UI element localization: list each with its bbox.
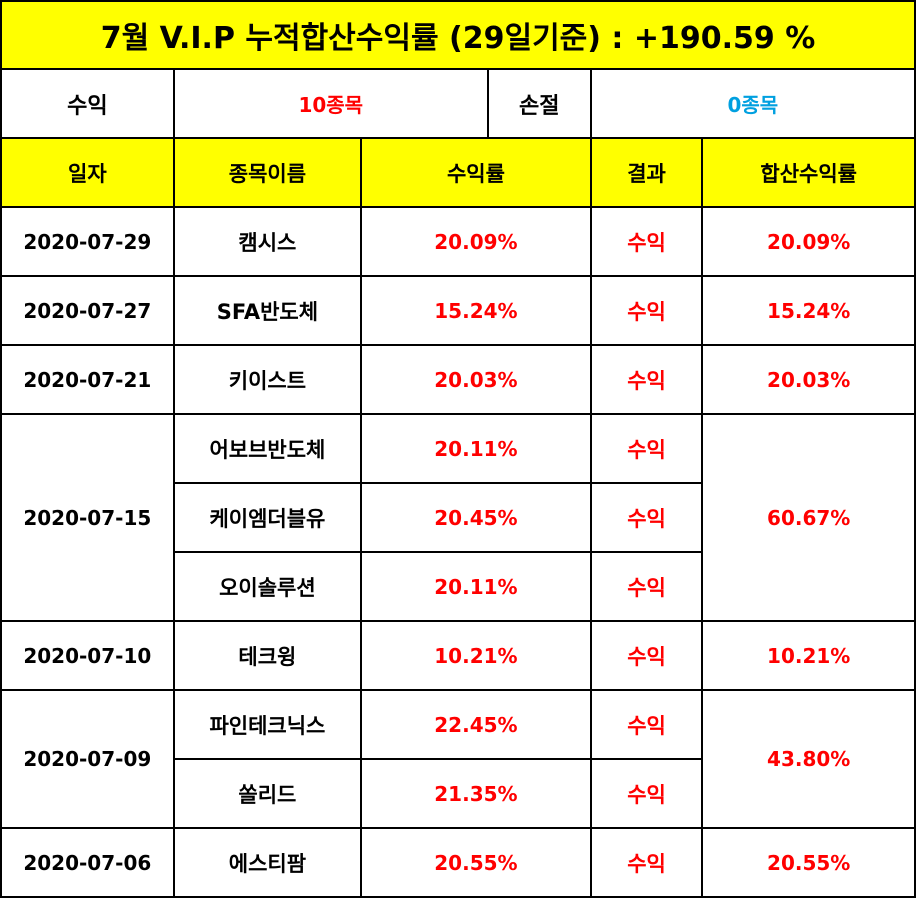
date-cell: 2020-07-21 (0, 344, 175, 415)
date-cell: 2020-07-09 (0, 689, 175, 829)
return-rate-cell: 20.03% (360, 344, 592, 415)
stock-name-cell: SFA반도체 (172, 275, 363, 346)
loss-label: 손절 (486, 68, 592, 139)
cumulative-return-cell: 15.24% (701, 275, 916, 346)
table-row: 2020-07-06 에스티팜 20.55% 수익 20.55% (0, 827, 916, 898)
result-cell: 수익 (589, 620, 704, 691)
profit-count: 10종목 (172, 68, 489, 139)
result-cell: 수익 (589, 413, 704, 484)
page-title: 7월 V.I.P 누적합산수익률 (29일기준) : +190.59 % (0, 0, 916, 70)
profit-label: 수익 (0, 68, 175, 139)
return-rate-cell: 20.11% (360, 551, 592, 622)
result-cell: 수익 (589, 275, 704, 346)
stock-name-cell: 키이스트 (172, 344, 363, 415)
table-row: 2020-07-09 파인테크닉스 22.45% 수익 43.80% (0, 689, 916, 829)
stock-name-cell: 테크윙 (172, 620, 363, 691)
return-rate-cell: 15.24% (360, 275, 592, 346)
date-cell: 2020-07-06 (0, 827, 175, 898)
date-cell: 2020-07-10 (0, 620, 175, 691)
stock-name-cell: 케이엠더블유 (172, 482, 363, 553)
cumulative-return-cell: 43.80% (701, 689, 916, 829)
date-cell: 2020-07-15 (0, 413, 175, 622)
table-row: 케이엠더블유 20.45% 수익 (1, 482, 915, 553)
cumulative-return-cell: 10.21% (701, 620, 916, 691)
result-cell: 수익 (589, 689, 704, 760)
cumulative-return-cell: 20.03% (701, 344, 916, 415)
header-result: 결과 (589, 137, 704, 208)
result-cell: 수익 (589, 827, 704, 898)
loss-count: 0종목 (589, 68, 916, 139)
table-row: 2020-07-21 키이스트 20.03% 수익 20.03% (0, 344, 916, 415)
return-rate-cell: 10.21% (360, 620, 592, 691)
cumulative-return-cell: 20.09% (701, 206, 916, 277)
result-cell: 수익 (589, 758, 704, 829)
return-rate-cell: 20.09% (360, 206, 592, 277)
result-cell: 수익 (589, 206, 704, 277)
return-rate-cell: 22.45% (360, 689, 592, 760)
stock-name-cell: 에스티팜 (172, 827, 363, 898)
date-cell: 2020-07-29 (0, 206, 175, 277)
cumulative-return-cell: 60.67% (701, 413, 916, 622)
result-cell: 수익 (589, 344, 704, 415)
table-row: 2020-07-29 캠시스 20.09% 수익 20.09% (0, 206, 916, 277)
header-date: 일자 (0, 137, 175, 208)
table-row: 오이솔루션 20.11% 수익 (1, 551, 915, 622)
header-stock: 종목이름 (172, 137, 363, 208)
stock-name-cell: 오이솔루션 (172, 551, 363, 622)
table-row: 2020-07-10 테크윙 10.21% 수익 10.21% (0, 620, 916, 691)
return-rate-cell: 20.11% (360, 413, 592, 484)
return-rate-cell: 20.55% (360, 827, 592, 898)
result-cell: 수익 (589, 551, 704, 622)
return-rate-cell: 21.35% (360, 758, 592, 829)
table-row: 쏠리드 21.35% 수익 (1, 758, 915, 829)
stock-name-cell: 어보브반도체 (172, 413, 363, 484)
header-rate: 수익률 (360, 137, 592, 208)
cumulative-return-cell: 20.55% (701, 827, 916, 898)
date-cell: 2020-07-27 (0, 275, 175, 346)
result-cell: 수익 (589, 482, 704, 553)
table-row: 2020-07-15 어보브반도체 20.11% 수익 60.67% (0, 413, 916, 622)
header-cumulative: 합산수익률 (701, 137, 916, 208)
stock-name-cell: 쏠리드 (172, 758, 363, 829)
table-row: 2020-07-27 SFA반도체 15.24% 수익 15.24% (0, 275, 916, 346)
return-rate-cell: 20.45% (360, 482, 592, 553)
stock-name-cell: 캠시스 (172, 206, 363, 277)
stock-name-cell: 파인테크닉스 (172, 689, 363, 760)
